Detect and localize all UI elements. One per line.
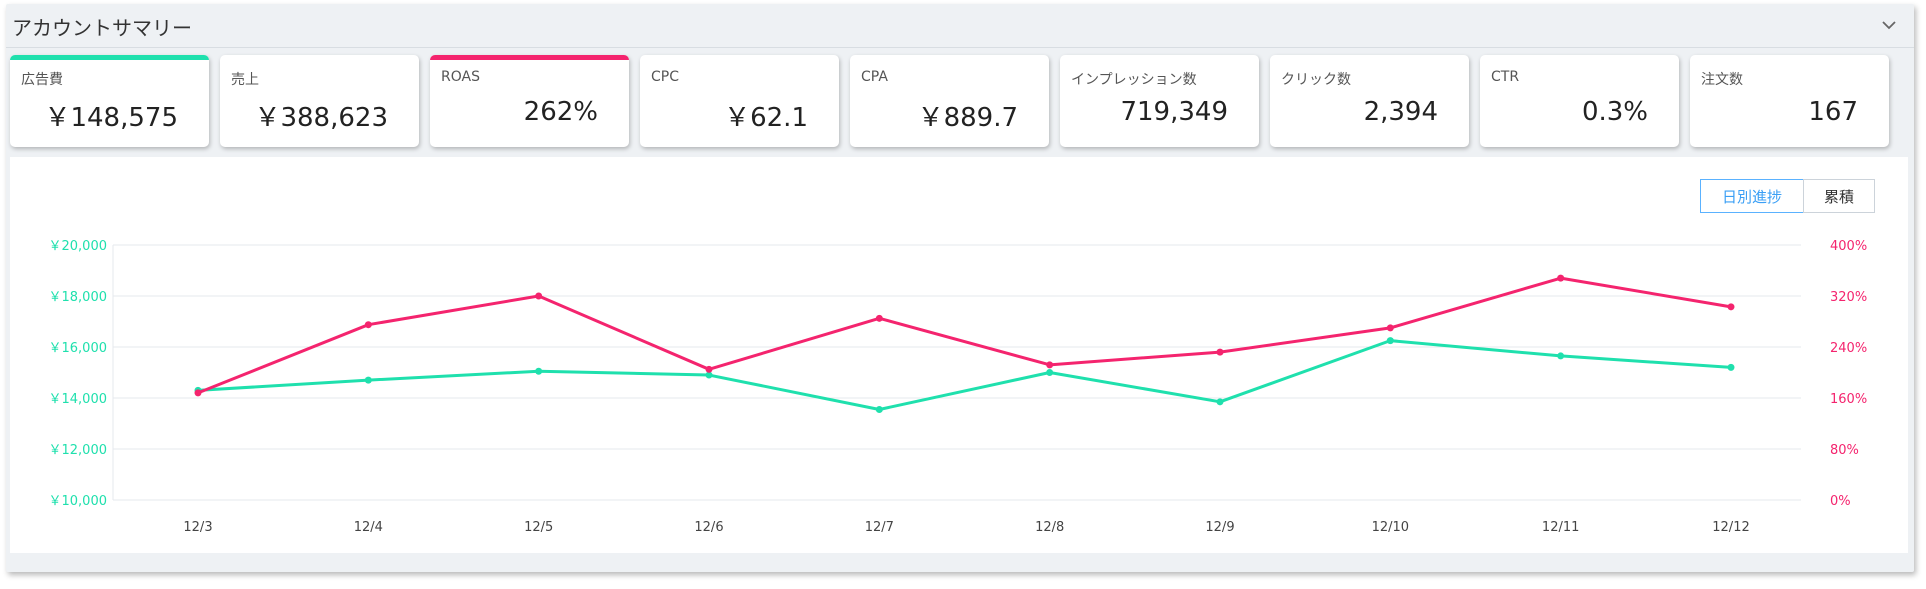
y-right-tick-label: 80% bbox=[1830, 443, 1859, 458]
data-point bbox=[535, 367, 543, 375]
data-point bbox=[875, 405, 883, 413]
metric-value: 719,349 bbox=[1120, 97, 1228, 127]
metric-label: 注文数 bbox=[1701, 72, 1743, 88]
x-tick-label: 12/3 bbox=[183, 520, 212, 535]
data-point bbox=[705, 371, 713, 379]
y-left-tick-label: ￥14,000 bbox=[49, 392, 108, 407]
data-point bbox=[1216, 398, 1224, 406]
data-point bbox=[1727, 303, 1735, 311]
metric-card-sales: 売上 ￥388,623 bbox=[220, 55, 419, 147]
x-tick-label: 12/11 bbox=[1542, 520, 1579, 535]
x-tick-label: 12/6 bbox=[694, 520, 723, 535]
y-left-tick-label: ￥16,000 bbox=[49, 341, 108, 356]
y-right-tick-label: 400% bbox=[1830, 239, 1867, 254]
y-left-tick-label: ￥20,000 bbox=[49, 239, 108, 254]
metric-value: ￥148,575 bbox=[44, 103, 178, 133]
metric-value: ￥62.1 bbox=[724, 103, 808, 133]
x-tick-label: 12/12 bbox=[1712, 520, 1749, 535]
metric-value: ￥889.7 bbox=[917, 103, 1018, 133]
y-left-tick-label: ￥18,000 bbox=[49, 290, 108, 305]
y-right-tick-label: 0% bbox=[1830, 494, 1851, 509]
metric-label: インプレッション数 bbox=[1071, 72, 1197, 88]
account-summary-panel: アカウントサマリー 広告費 ￥148,575 売上 ￥388,623 ROAS … bbox=[6, 4, 1914, 572]
metric-card-ad-cost: 広告費 ￥148,575 bbox=[10, 55, 209, 147]
metric-label: 売上 bbox=[231, 72, 259, 88]
data-point bbox=[1727, 363, 1735, 371]
data-point bbox=[1046, 369, 1054, 376]
metric-card-cpa: CPA ￥889.7 bbox=[850, 55, 1049, 147]
metric-label: CPA bbox=[861, 69, 888, 85]
data-point bbox=[364, 376, 372, 384]
metric-value: 2,394 bbox=[1363, 97, 1438, 127]
chevron-down-icon[interactable] bbox=[1878, 14, 1900, 36]
metric-card-roas: ROAS 262% bbox=[430, 55, 629, 147]
y-left-tick-label: ￥12,000 bbox=[49, 443, 108, 458]
y-right-tick-label: 160% bbox=[1830, 392, 1867, 407]
chart-area: 日別進捗 累積 ￥10,000 ￥12,000 ￥14,000 ￥16,000 ￥18,… bbox=[10, 157, 1908, 553]
x-tick-label: 12/4 bbox=[354, 520, 383, 535]
line-chart: ￥10,000 ￥12,000 ￥14,000 ￥16,000 ￥18,000 ￥20,0… bbox=[49, 239, 1868, 535]
series-line bbox=[197, 276, 1732, 395]
x-tick-label: 12/10 bbox=[1372, 520, 1409, 535]
metric-card-ctr: CTR 0.3% bbox=[1480, 55, 1679, 147]
metric-card-cpc: CPC ￥62.1 bbox=[640, 55, 839, 147]
data-point bbox=[194, 389, 202, 397]
x-tick-label: 12/9 bbox=[1205, 520, 1234, 535]
metric-card-orders: 注文数 167 bbox=[1690, 55, 1889, 147]
metric-label: CPC bbox=[651, 69, 679, 85]
data-point bbox=[1386, 324, 1394, 332]
y-left-tick-label: ￥10,000 bbox=[49, 494, 108, 509]
metric-value: 0.3% bbox=[1581, 97, 1648, 127]
accent-bar bbox=[430, 55, 629, 60]
metric-value: 167 bbox=[1808, 97, 1858, 127]
data-point bbox=[1046, 361, 1054, 369]
metric-card-impressions: インプレッション数 719,349 bbox=[1060, 55, 1259, 147]
y-right-tick-label: 240% bbox=[1830, 341, 1867, 356]
x-tick-label: 12/5 bbox=[524, 520, 553, 535]
data-point bbox=[1557, 352, 1565, 360]
metric-label: ROAS bbox=[441, 69, 480, 85]
data-point bbox=[1386, 337, 1394, 345]
data-point bbox=[364, 321, 372, 329]
panel-title: アカウントサマリー bbox=[12, 16, 192, 40]
daily-progress-toggle[interactable]: 日別進捗 bbox=[1700, 179, 1804, 213]
data-point bbox=[535, 292, 543, 300]
x-tick-label: 12/7 bbox=[865, 520, 894, 535]
metric-card-clicks: クリック数 2,394 bbox=[1270, 55, 1469, 147]
panel-header[interactable]: アカウントサマリー bbox=[6, 4, 1914, 48]
data-point bbox=[1557, 274, 1565, 282]
metric-label: CTR bbox=[1491, 69, 1520, 85]
metric-value: 262% bbox=[523, 97, 598, 127]
data-point bbox=[875, 314, 883, 322]
metric-value: ￥388,623 bbox=[254, 103, 388, 133]
data-point bbox=[1216, 348, 1224, 356]
metric-label: 広告費 bbox=[21, 72, 63, 88]
data-point bbox=[705, 365, 713, 373]
cumulative-toggle[interactable]: 累積 bbox=[1803, 179, 1875, 213]
series-line bbox=[197, 339, 1732, 411]
x-tick-label: 12/8 bbox=[1035, 520, 1064, 535]
y-right-tick-label: 320% bbox=[1830, 290, 1867, 305]
accent-bar bbox=[10, 55, 209, 60]
metric-label: クリック数 bbox=[1281, 72, 1351, 88]
